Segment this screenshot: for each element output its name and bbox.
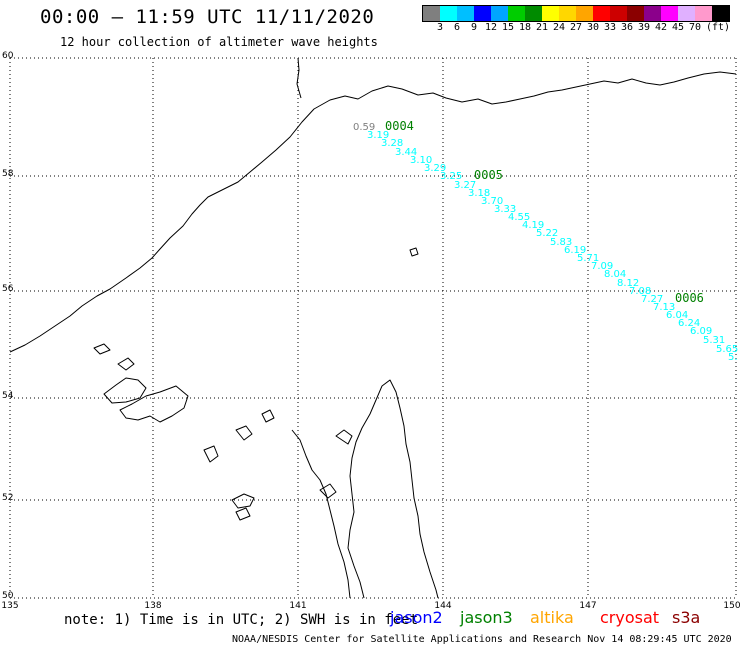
lat-label-52: 52 (2, 493, 13, 503)
swh-value-label: 5.65 (716, 344, 738, 355)
lon-label-150: 150 (723, 601, 740, 611)
swh-value-label: 7.08 (629, 286, 651, 297)
scale-swatch-7 (542, 6, 559, 21)
satellite-jason2: jason2 (390, 608, 443, 627)
scale-label-24: 24 (552, 22, 566, 33)
scale-swatch-14 (661, 6, 678, 21)
swh-value-label: 0.59 (353, 122, 375, 133)
scale-label-9: 9 (470, 22, 478, 33)
scale-swatch-3 (474, 6, 491, 21)
scale-swatch-17 (712, 6, 729, 21)
lat-labels: 60 58 56 54 52 50 (2, 51, 14, 601)
scale-swatch-5 (508, 6, 525, 21)
scale-unit-label: (ft) (705, 22, 731, 33)
satellite-track: 0.593.193.283.443.103.293.253.273.183.70… (353, 119, 738, 363)
scale-swatch-10 (593, 6, 610, 21)
lon-label-135: 135 (1, 601, 18, 611)
scale-swatch-1 (440, 6, 457, 21)
swh-value-label: 7.13 (653, 302, 675, 313)
lon-label-144: 144 (434, 601, 451, 611)
swh-value-label: 3.25 (440, 171, 462, 182)
lat-label-60: 60 (2, 51, 14, 61)
swh-value-label: 3.27 (454, 180, 476, 191)
swh-value-label: 6.24 (678, 318, 700, 329)
scale-swatch-2 (457, 6, 474, 21)
swh-value-label: 5.22 (536, 228, 558, 239)
swh-value-label: 3.44 (395, 147, 417, 158)
lat-label-54: 54 (2, 391, 14, 401)
scale-swatch-6 (525, 6, 542, 21)
swh-value-label: 6.19 (564, 245, 586, 256)
scale-label-30: 30 (586, 22, 600, 33)
satellite-altika: altika (530, 608, 574, 627)
coastline (9, 57, 737, 599)
swh-value-label: 8.04 (604, 269, 626, 280)
scale-swatch-11 (610, 6, 627, 21)
chart-title: 00:00 – 11:59 UTC 11/11/2020 (40, 6, 375, 28)
scale-label-36: 36 (620, 22, 634, 33)
swh-value-label: 4.55 (508, 212, 530, 223)
units-note: note: 1) Time is in UTC; 2) SWH is in fe… (64, 612, 419, 628)
lat-label-58: 58 (2, 169, 14, 179)
lon-label-138: 138 (144, 601, 161, 611)
scale-swatch-0 (423, 6, 440, 21)
lat-label-50: 50 (2, 591, 14, 601)
swh-value-label: 3.29 (424, 163, 446, 174)
lon-label-141: 141 (289, 601, 306, 611)
swh-value-label: 3.19 (367, 130, 389, 141)
lon-label-147: 147 (579, 601, 596, 611)
swh-value-label: 5. (728, 352, 738, 363)
satellite-jason3: jason3 (460, 608, 513, 627)
swh-value-label: 6.09 (690, 326, 712, 337)
swh-value-label: 5.31 (703, 335, 725, 346)
swh-value-label: 7.09 (591, 261, 613, 272)
swh-value-label: 5.83 (550, 237, 572, 248)
scale-label-21: 21 (535, 22, 549, 33)
swh-value-label: 8.12 (617, 278, 639, 289)
scale-swatch-15 (678, 6, 695, 21)
scale-label-42: 42 (654, 22, 668, 33)
scale-swatch-12 (627, 6, 644, 21)
scale-label-6: 6 (453, 22, 461, 33)
scale-label-45: 45 (671, 22, 685, 33)
lat-label-56: 56 (2, 284, 14, 294)
map-grid (9, 57, 738, 599)
scale-label-18: 18 (518, 22, 532, 33)
scale-label-33: 33 (603, 22, 617, 33)
scale-swatch-9 (576, 6, 593, 21)
scale-label-39: 39 (637, 22, 651, 33)
time-label-0005: 0005 (474, 168, 503, 182)
swh-value-label: 3.18 (468, 188, 490, 199)
swh-value-label: 4.19 (522, 220, 544, 231)
swh-value-label: 3.70 (481, 196, 503, 207)
swh-value-label: 3.28 (381, 138, 403, 149)
swh-value-label: 6.04 (666, 310, 688, 321)
scale-swatch-13 (644, 6, 661, 21)
lon-labels: 135 138 141 144 147 150 (1, 601, 740, 611)
scale-label-3: 3 (436, 22, 444, 33)
credit-line: NOAA/NESDIS Center for Satellite Applica… (232, 634, 732, 645)
scale-swatch-16 (695, 6, 712, 21)
chart-subtitle: 12 hour collection of altimeter wave hei… (60, 35, 378, 49)
time-label-0004: 0004 (385, 119, 414, 133)
scale-label-12: 12 (484, 22, 498, 33)
scale-swatch-8 (559, 6, 576, 21)
satellite-cryosat: cryosat (600, 608, 660, 627)
scale-swatch-4 (491, 6, 508, 21)
satellite-s3a: s3a (672, 608, 701, 627)
swh-value-label: 3.10 (410, 155, 432, 166)
color-scale-bar (422, 5, 730, 22)
swh-value-label: 7.27 (641, 294, 663, 305)
scale-label-27: 27 (569, 22, 583, 33)
swh-value-label: 5.71 (577, 253, 599, 264)
scale-label-15: 15 (501, 22, 515, 33)
swh-value-label: 3.33 (494, 204, 516, 215)
scale-label-70: 70 (688, 22, 702, 33)
time-label-0006: 0006 (675, 291, 704, 305)
